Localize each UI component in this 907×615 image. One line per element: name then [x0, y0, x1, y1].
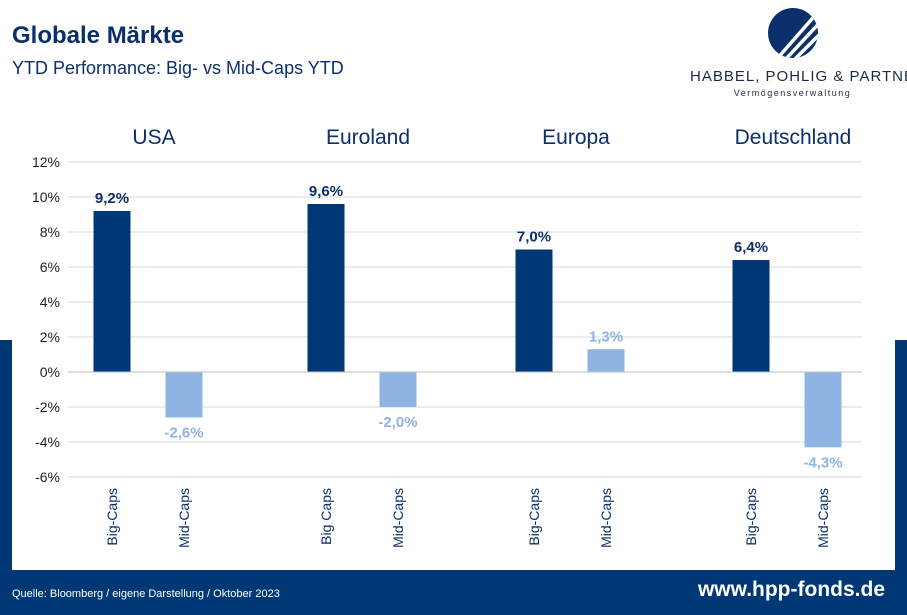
y-tick-label: 4% [40, 294, 60, 310]
group-label: Euroland [326, 126, 410, 149]
category-label: Mid-Caps [815, 488, 831, 548]
category-label: Mid-Caps [390, 488, 406, 548]
bar-big-caps [307, 204, 345, 372]
page-subtitle: YTD Performance: Big- vs Mid-Caps YTD [12, 58, 344, 78]
y-tick-label: 10% [32, 189, 60, 205]
source-note: Quelle: Bloomberg / eigene Darstellung /… [12, 588, 280, 600]
y-tick-label: -2% [35, 399, 60, 415]
bar-mid-caps [379, 372, 417, 407]
bar-mid-caps [804, 372, 842, 448]
data-label: -4,3% [803, 454, 842, 471]
bar-big-caps [93, 211, 131, 372]
category-label: Big Caps [318, 488, 334, 545]
data-label: -2,0% [378, 414, 417, 431]
data-label: 1,3% [589, 328, 623, 345]
group-label: USA [132, 126, 175, 149]
y-tick-label: 12% [32, 154, 60, 170]
y-tick-label: -6% [35, 469, 60, 485]
data-label: 9,2% [95, 190, 129, 207]
category-label: Mid-Caps [598, 488, 614, 548]
bar-mid-caps [165, 372, 203, 418]
group-label: Deutschland [735, 126, 852, 149]
category-label: Big-Caps [526, 488, 542, 546]
category-label: Big-Caps [104, 488, 120, 546]
side-band-left [0, 340, 12, 570]
y-tick-label: 0% [40, 364, 60, 380]
side-band-right [895, 340, 907, 570]
website-link[interactable]: www.hpp-fonds.de [697, 578, 885, 601]
y-tick-label: 8% [40, 224, 60, 240]
logo-tagline: Vermögensverwaltung [733, 88, 852, 98]
category-label: Big-Caps [743, 488, 759, 546]
y-tick-label: -4% [35, 434, 60, 450]
data-label: 6,4% [734, 239, 768, 256]
bar-mid-caps [587, 349, 625, 372]
data-label: -2,6% [164, 425, 203, 442]
group-label: Europa [542, 126, 610, 149]
bar-big-caps [515, 249, 553, 372]
logo-name: HABBEL, POHLIG & PARTNER [690, 68, 907, 85]
footer-bar: Quelle: Bloomberg / eigene Darstellung /… [0, 570, 907, 615]
page-title: Globale Märkte [12, 22, 185, 49]
data-label: 9,6% [309, 183, 343, 200]
bar-chart: 12% 10% 8% 6% 4% 2% 0% -2% -4% -6% USA 9,2% Big-Caps… [32, 126, 862, 548]
y-tick-label: 2% [40, 329, 60, 345]
company-logo: HABBEL, POHLIG & PARTNER Vermögensverwal… [690, 8, 907, 103]
data-label: 7,0% [517, 229, 551, 246]
bar-big-caps [732, 260, 770, 372]
y-tick-label: 6% [40, 259, 60, 275]
category-label: Mid-Caps [176, 488, 192, 548]
logo-emblem-icon [768, 8, 818, 58]
